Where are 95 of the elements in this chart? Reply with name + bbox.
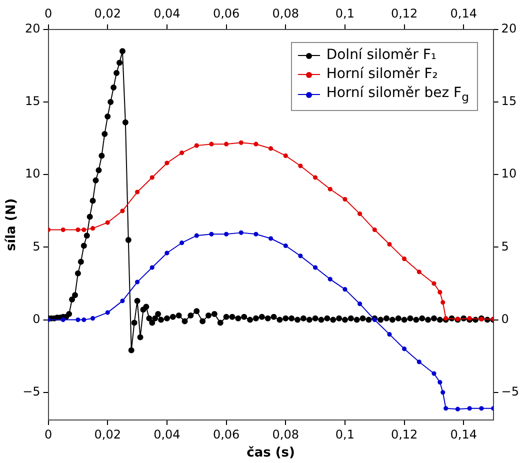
point <box>238 230 244 235</box>
point <box>120 298 125 304</box>
y-tick-label: 5 <box>32 239 40 254</box>
y2-tick-label: −5 <box>501 384 520 399</box>
y-tick-label: 20 <box>25 22 40 36</box>
x2-tick-label: 0,14 <box>450 6 477 20</box>
point <box>254 232 258 236</box>
y-tick-label: 10 <box>25 166 40 181</box>
point <box>440 300 446 305</box>
x-tick-label: 0 <box>44 427 52 442</box>
point <box>328 186 332 192</box>
point <box>238 140 244 145</box>
x-tick-label: 0,02 <box>94 427 121 442</box>
point <box>313 265 318 270</box>
x2-tick-label: 0 <box>44 6 52 20</box>
point <box>209 142 214 146</box>
point <box>402 346 407 352</box>
point <box>283 153 288 158</box>
x2-tick-label: 0,1 <box>335 6 355 20</box>
point <box>134 190 140 194</box>
x2-tick-label: 0,04 <box>154 6 180 20</box>
point <box>438 290 442 295</box>
point <box>440 390 446 395</box>
point <box>298 164 303 168</box>
point <box>224 142 229 146</box>
point <box>164 250 170 256</box>
point <box>179 240 184 246</box>
y2-tick-label: 5 <box>501 239 509 254</box>
point <box>283 243 288 248</box>
x2-tick-label: 0,02 <box>94 6 121 20</box>
point <box>164 160 170 166</box>
point <box>105 220 110 225</box>
point <box>76 227 80 232</box>
point <box>372 318 377 322</box>
x-tick-label: 0,12 <box>390 427 418 442</box>
x-axis-title: čas (s) <box>246 446 295 461</box>
point <box>60 227 66 232</box>
point <box>416 270 422 274</box>
legend-label: Dolní siloměr F₁ <box>326 46 437 65</box>
point <box>254 142 258 146</box>
y-axis-title: síla (N) <box>4 198 20 252</box>
point <box>150 175 154 180</box>
point <box>342 196 348 202</box>
point <box>268 236 274 241</box>
point <box>444 406 448 411</box>
point <box>328 276 332 282</box>
point <box>82 227 86 232</box>
point <box>467 406 472 411</box>
point <box>387 242 392 247</box>
point <box>209 232 214 236</box>
y-tick-label: 0 <box>32 312 40 326</box>
point <box>432 281 436 286</box>
point <box>372 227 377 232</box>
point <box>134 280 140 284</box>
point <box>387 332 392 337</box>
point <box>358 302 362 306</box>
point <box>224 232 229 236</box>
y2-tick-label: 20 <box>501 22 517 36</box>
x2-tick-label: 0,12 <box>390 6 418 20</box>
point <box>105 310 110 315</box>
y-tick-label: 15 <box>25 94 40 108</box>
y2-tick-label: 15 <box>501 94 517 108</box>
y2-tick-label: 0 <box>501 312 509 326</box>
point <box>120 208 125 214</box>
point <box>90 226 96 231</box>
x2-tick-label: 0,08 <box>272 6 299 20</box>
point <box>194 233 199 238</box>
x-tick-label: 0,06 <box>212 427 240 442</box>
legend-label: Horní siloměr F₂ <box>326 65 438 84</box>
point <box>432 371 436 376</box>
point <box>179 150 184 156</box>
point <box>313 175 318 180</box>
point <box>402 256 407 262</box>
x-tick-label: 0,1 <box>335 427 355 442</box>
legend-label: Horní siloměr bez F$_{g}$ <box>326 84 469 106</box>
y-tick-label: −5 <box>22 384 40 399</box>
point <box>150 265 154 270</box>
point <box>298 254 303 258</box>
x2-tick-label: 0,06 <box>212 6 240 20</box>
point <box>438 380 442 385</box>
x-tick-label: 0,08 <box>272 427 299 442</box>
point <box>60 318 66 322</box>
point <box>90 316 96 321</box>
point <box>416 360 422 364</box>
point <box>479 406 484 411</box>
point <box>82 318 86 322</box>
point <box>455 406 460 412</box>
x-tick-label: 0,14 <box>450 427 477 442</box>
point <box>342 287 348 292</box>
point <box>76 318 80 322</box>
point <box>268 146 274 151</box>
point <box>358 212 362 216</box>
point <box>194 143 199 148</box>
x-tick-label: 0,04 <box>154 427 180 442</box>
y2-tick-label: 10 <box>501 166 517 181</box>
